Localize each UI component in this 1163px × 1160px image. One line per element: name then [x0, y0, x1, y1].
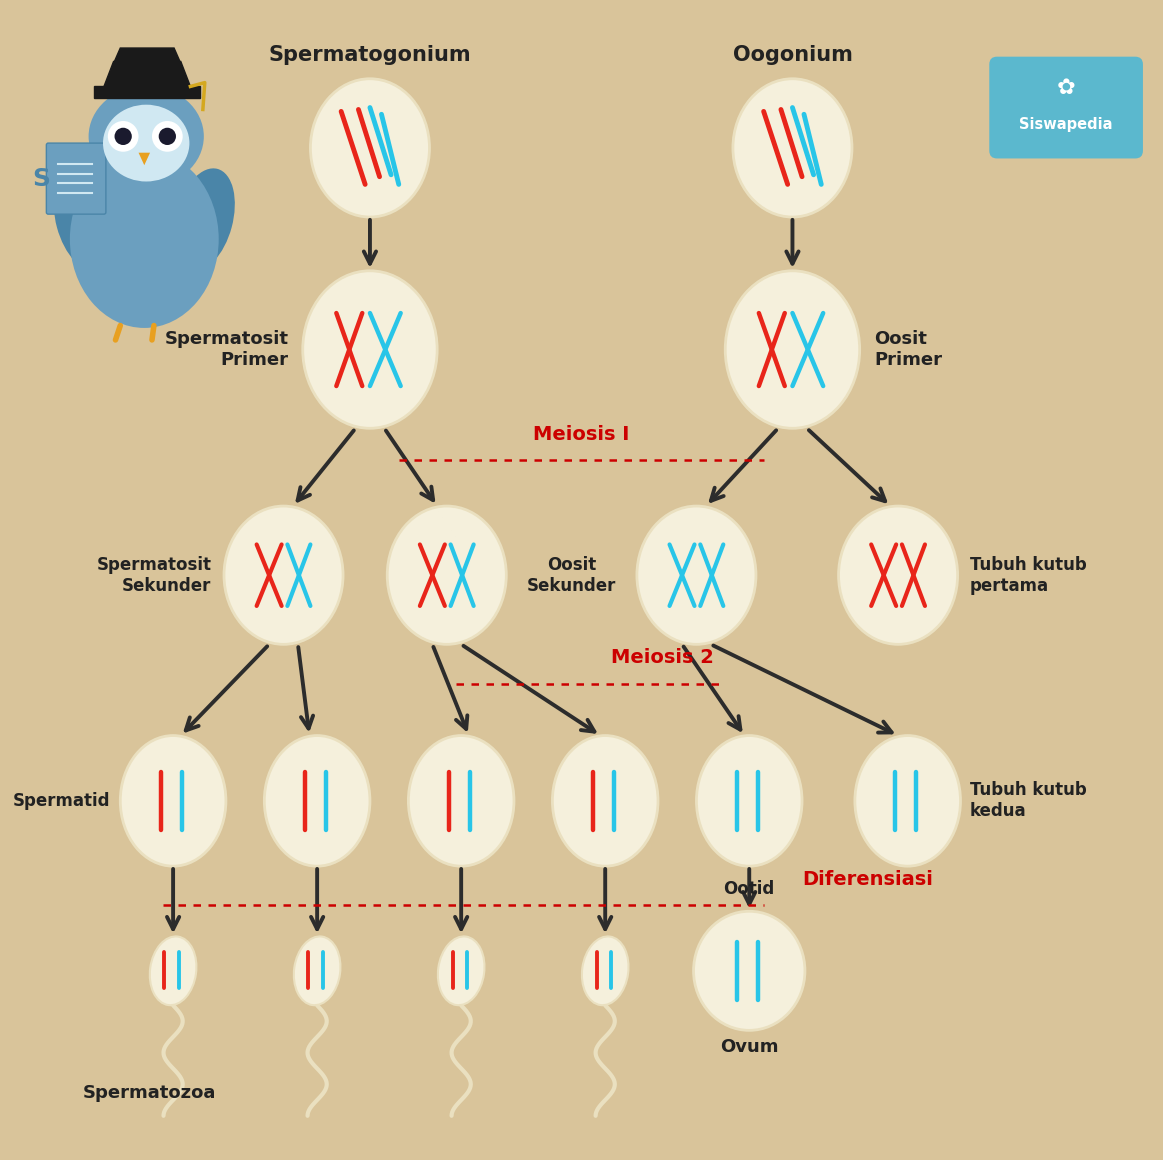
Ellipse shape — [294, 936, 341, 1006]
Text: Oosit
Sekunder: Oosit Sekunder — [527, 556, 616, 595]
Text: Siswapedia: Siswapedia — [1019, 117, 1113, 132]
FancyBboxPatch shape — [990, 57, 1143, 159]
Text: Tubuh kutub
kedua: Tubuh kutub kedua — [970, 782, 1087, 820]
Ellipse shape — [387, 506, 506, 644]
Ellipse shape — [264, 735, 370, 867]
Ellipse shape — [552, 735, 658, 867]
Text: Oosit
Primer: Oosit Primer — [875, 331, 942, 369]
Text: Meiosis 2: Meiosis 2 — [612, 648, 714, 667]
Ellipse shape — [408, 735, 514, 867]
Text: Meiosis I: Meiosis I — [533, 425, 629, 443]
Text: Spermatid: Spermatid — [13, 792, 110, 810]
FancyBboxPatch shape — [47, 143, 106, 215]
Ellipse shape — [120, 735, 226, 867]
Ellipse shape — [582, 936, 628, 1006]
Text: ✿: ✿ — [1057, 79, 1076, 99]
Ellipse shape — [70, 151, 219, 328]
Ellipse shape — [437, 936, 485, 1006]
Ellipse shape — [693, 912, 805, 1030]
Ellipse shape — [158, 128, 176, 145]
Text: Diferensiasi: Diferensiasi — [802, 870, 933, 890]
Ellipse shape — [104, 104, 190, 181]
Ellipse shape — [88, 86, 204, 187]
Ellipse shape — [114, 128, 131, 145]
Ellipse shape — [224, 506, 343, 644]
Text: S: S — [33, 167, 50, 190]
Text: Ovum: Ovum — [720, 1038, 778, 1056]
Ellipse shape — [152, 121, 183, 152]
Polygon shape — [114, 48, 180, 64]
Ellipse shape — [311, 79, 429, 217]
Ellipse shape — [108, 121, 138, 152]
Ellipse shape — [637, 506, 756, 644]
Ellipse shape — [53, 168, 116, 271]
Polygon shape — [104, 61, 191, 87]
Polygon shape — [138, 153, 150, 165]
Ellipse shape — [839, 506, 957, 644]
Text: Spermatosit
Primer: Spermatosit Primer — [164, 331, 288, 369]
Ellipse shape — [150, 936, 197, 1006]
Ellipse shape — [697, 735, 802, 867]
Ellipse shape — [726, 270, 859, 428]
Text: Ootid: Ootid — [723, 879, 775, 898]
Ellipse shape — [302, 270, 437, 428]
Polygon shape — [94, 87, 200, 97]
Text: Oogonium: Oogonium — [733, 45, 852, 65]
Text: Spermatosit
Sekunder: Spermatosit Sekunder — [97, 556, 212, 595]
Ellipse shape — [173, 168, 235, 271]
Text: Spermatogonium: Spermatogonium — [269, 45, 471, 65]
Ellipse shape — [855, 735, 961, 867]
Ellipse shape — [733, 79, 852, 217]
Text: Tubuh kutub
pertama: Tubuh kutub pertama — [970, 556, 1087, 595]
Text: Spermatozoa: Spermatozoa — [83, 1085, 216, 1102]
